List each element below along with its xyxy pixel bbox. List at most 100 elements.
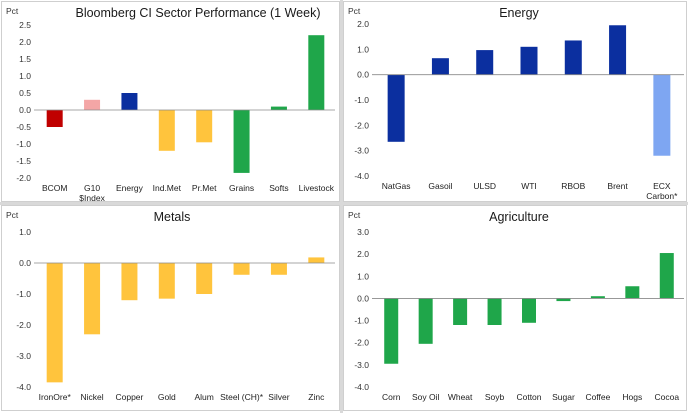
- x-tick-label: IronOre*: [39, 392, 72, 402]
- bar: [121, 93, 138, 110]
- x-tick-label: Zinc: [308, 392, 325, 402]
- y-tick-label: 0.0: [19, 105, 31, 115]
- x-tick-label: RBOB: [561, 181, 585, 191]
- x-tick-label: Cotton: [516, 392, 541, 402]
- chart-title: Metals: [154, 210, 191, 224]
- x-tick-label: Nickel: [80, 392, 103, 402]
- bar: [233, 110, 250, 173]
- bar: [121, 263, 138, 301]
- x-tick-label: Corn: [382, 392, 401, 402]
- y-tick-label: 0.0: [357, 70, 369, 80]
- chart-title: Bloomberg CI Sector Performance (1 Week): [75, 6, 320, 20]
- bar: [387, 74, 405, 142]
- y-tick-label: -1.0: [16, 139, 31, 149]
- x-tick-label: Grains: [229, 183, 254, 193]
- x-tick-label: Silver: [268, 392, 289, 402]
- x-tick-label: Livestock: [299, 183, 335, 193]
- y-axis-label: Pct: [348, 210, 361, 220]
- x-tick-label: WTI: [521, 181, 537, 191]
- bar: [564, 40, 582, 75]
- x-tick-label: Softs: [269, 183, 288, 193]
- x-tick-label: Gold: [158, 392, 176, 402]
- bar: [659, 253, 674, 299]
- x-tick-label: Soyb: [485, 392, 505, 402]
- chart-panel-energy: Energy Pct 2.0 1.0 0.0 -1.0 -2.0 -3.0 -4.0 NatGas…: [343, 1, 687, 202]
- bar: [270, 263, 287, 275]
- y-tick-label: -4.0: [354, 171, 369, 181]
- x-tick-label: Brent: [607, 181, 628, 191]
- chart-svg: Bloomberg CI Sector Performance (1 Week)…: [6, 6, 335, 203]
- bar: [196, 263, 213, 294]
- bar: [84, 99, 101, 110]
- y-tick-label: 2.0: [357, 19, 369, 29]
- y-tick-label: 0.5: [19, 88, 31, 98]
- bar: [384, 298, 399, 364]
- y-tick-label: 1.0: [19, 227, 31, 237]
- y-tick-label: -3.0: [354, 146, 369, 156]
- bar: [308, 257, 325, 263]
- x-tick-label: Steel (CH)*: [220, 392, 264, 402]
- bar: [46, 110, 63, 127]
- y-tick-label: 1.0: [19, 71, 31, 81]
- bar: [84, 263, 101, 335]
- y-tick-label: -1.0: [354, 316, 369, 326]
- x-tick-label: Wheat: [448, 392, 473, 402]
- bar: [520, 46, 538, 75]
- bar: [431, 58, 449, 75]
- y-tick-label: -0.5: [16, 122, 31, 132]
- bar: [522, 298, 536, 323]
- x-tick-label: Gasoil: [428, 181, 452, 191]
- y-tick-label: 0.0: [19, 258, 31, 268]
- x-tick-label: ECX Carbon*: [646, 181, 678, 201]
- x-tick-label: Coffee: [585, 392, 610, 402]
- y-tick-label: 2.0: [19, 37, 31, 47]
- vertical-divider: [340, 0, 343, 413]
- y-tick-label: 1.0: [357, 44, 369, 54]
- bar: [609, 25, 627, 75]
- y-tick-label: -4.0: [16, 382, 31, 392]
- x-tick-label: Ind.Met: [153, 183, 182, 193]
- x-tick-label: Alum: [195, 392, 214, 402]
- horizontal-divider: [0, 202, 688, 205]
- y-tick-label: -2.0: [354, 338, 369, 348]
- bar: [158, 263, 175, 299]
- x-tick-label: NatGas: [382, 181, 411, 191]
- chart-panel-agriculture: Agriculture Pct 3.0 2.0 1.0 0.0 -1.0 -2.0 -3.0 -4…: [343, 205, 687, 411]
- y-tick-label: 1.0: [357, 271, 369, 281]
- bar: [418, 298, 433, 344]
- x-tick-label: ULSD: [473, 181, 496, 191]
- y-tick-label: -1.0: [354, 95, 369, 105]
- bar: [487, 298, 502, 325]
- chart-svg: Agriculture Pct 3.0 2.0 1.0 0.0 -1.0 -2.0 -3.0 -4…: [348, 210, 684, 402]
- bar: [653, 74, 671, 156]
- bar: [196, 110, 213, 143]
- x-tick-label: G10 $Index: [79, 183, 105, 203]
- chart-panel-metals: Metals Pct 1.0 0.0 -1.0 -2.0 -3.0 -4.0 IronOre* N…: [1, 205, 340, 411]
- bar: [46, 263, 63, 383]
- y-tick-label: -4.0: [354, 382, 369, 392]
- y-tick-label: -2.0: [16, 173, 31, 183]
- bar: [590, 296, 605, 299]
- y-axis-label: Pct: [348, 6, 361, 16]
- bar: [556, 298, 571, 302]
- y-axis-label: Pct: [6, 210, 19, 220]
- chart-title: Energy: [499, 6, 539, 20]
- bar: [453, 298, 468, 325]
- y-tick-label: 3.0: [357, 227, 369, 237]
- y-tick-label: -3.0: [16, 351, 31, 361]
- bar: [158, 110, 175, 151]
- y-tick-label: -2.0: [16, 320, 31, 330]
- y-tick-label: 2.0: [357, 249, 369, 259]
- bar: [270, 106, 287, 110]
- x-tick-label: Sugar: [552, 392, 575, 402]
- bar: [625, 286, 640, 299]
- y-tick-label: 2.5: [19, 20, 31, 30]
- bar: [233, 263, 250, 275]
- bar: [308, 35, 325, 111]
- y-tick-label: -1.0: [16, 289, 31, 299]
- chart-panel-sector-performance: Bloomberg CI Sector Performance (1 Week)…: [1, 1, 340, 203]
- x-tick-label: Soy Oil: [412, 392, 440, 402]
- x-tick-label: BCOM: [42, 183, 68, 193]
- chart-title: Agriculture: [489, 210, 549, 224]
